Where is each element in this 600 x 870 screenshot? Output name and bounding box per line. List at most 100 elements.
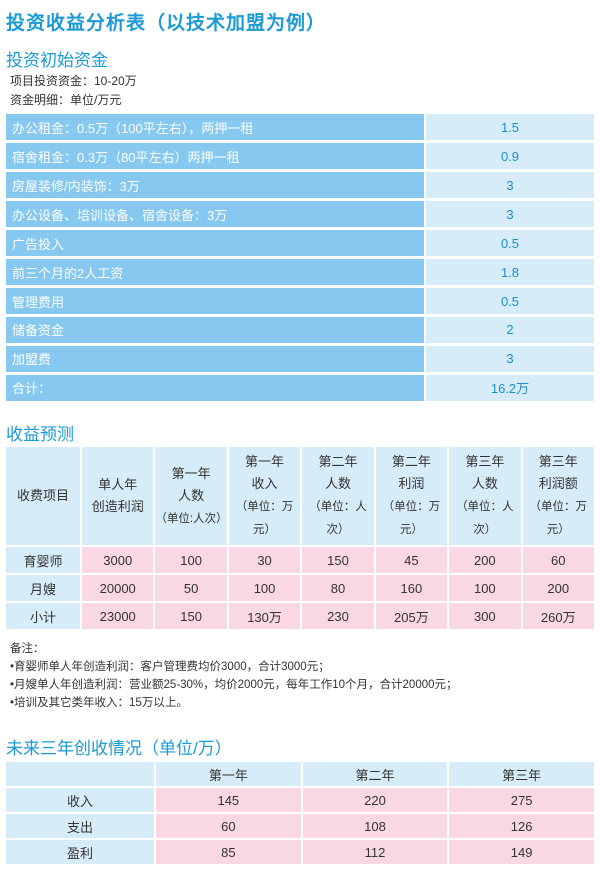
- invest-row-label: 办公设备、培训设备、宿舍设备：3万: [6, 200, 424, 228]
- revenue-header-cell: 第一年 人数 （单位:人次）: [155, 447, 228, 545]
- invest-row: 房屋装修/内装饰：3万 3: [6, 171, 594, 199]
- table-cell: 150: [155, 603, 227, 629]
- investment-table: 办公租金：0.5万（100平左右），两押一租 1.5 宿舍租金：0.3万（80平左…: [6, 114, 594, 404]
- table-cell: 275: [449, 788, 594, 812]
- revenue-header-row: 收费项目 单人年 创造利润 第一年 人数 （单位:人次） 第一年 收入 （单位：万元） 第…: [6, 447, 594, 545]
- future-section-title: 未来三年创收情况（单位/万）: [6, 739, 232, 758]
- invest-row: 办公设备、培训设备、宿舍设备：3万 3: [6, 200, 594, 228]
- invest-row: 办公租金：0.5万（100平左右），两押一租 1.5: [6, 114, 594, 141]
- table-cell: 20000: [82, 575, 154, 601]
- future-header-cell: [6, 762, 154, 786]
- note-item: •月嫂单人年创造利润：营业额25-30%，均价2000元，每年工作10个月，合计…: [10, 679, 458, 691]
- revenue-header-cell: 第三年 利润额 （单位：万元）: [522, 447, 594, 545]
- invest-row-label: 储备资金: [6, 316, 424, 344]
- invest-total-value: 16.2万: [426, 374, 594, 402]
- table-cell: 160: [375, 575, 448, 601]
- table-cell: 108: [302, 814, 448, 838]
- table-row: 月嫂 20000 50 100 80 160 100 200: [6, 575, 594, 601]
- table-cell: 230: [302, 603, 374, 629]
- future-header-cell: 第一年: [156, 762, 301, 786]
- table-cell: 60: [522, 547, 594, 573]
- notes-title: 备注：: [10, 643, 45, 655]
- revenue-forecast-table: 收费项目 单人年 创造利润 第一年 人数 （单位:人次） 第一年 收入 （单位：万元） 第…: [4, 445, 596, 631]
- row-label: 小计: [6, 603, 80, 629]
- invest-row-label: 前三个月的2人工资: [6, 258, 424, 286]
- table-row: 育婴师 3000 100 30 150 45 200 60: [6, 547, 594, 573]
- table-cell: 50: [155, 575, 227, 601]
- future-revenue-table: 第一年 第二年 第三年 收入 145 220 275 支出 60 108 126…: [4, 760, 596, 866]
- table-cell: 260万: [522, 603, 594, 629]
- table-cell: 150: [302, 547, 374, 573]
- note-item: •育婴师单人年创造利润：客户管理费均价3000，合计3000元；: [10, 661, 330, 673]
- fund-detail-unit-text: 资金明细：单位/万元: [10, 93, 122, 107]
- table-cell: 200: [449, 547, 521, 573]
- invest-row-value: 3: [426, 345, 594, 373]
- invest-row: 加盟费 3: [6, 345, 594, 373]
- invest-row: 管理费用 0.5: [6, 287, 594, 315]
- invest-row: 前三个月的2人工资 1.8: [6, 258, 594, 286]
- invest-row-value: 0.5: [426, 229, 594, 257]
- table-cell: 3000: [82, 547, 154, 573]
- subtotal-row: 小计 23000 150 130万 230 205万 300 260万: [6, 603, 594, 629]
- invest-section-title: 投资初始资金: [6, 51, 108, 70]
- table-row: 支出 60 108 126: [6, 814, 594, 838]
- revenue-header-cell: 第一年 收入 （单位：万元）: [228, 447, 301, 545]
- invest-row-value: 0.9: [426, 142, 594, 170]
- future-header-cell: 第三年: [449, 762, 594, 786]
- revenue-header-cell: 第二年 利润 （单位：万元）: [375, 447, 448, 545]
- revenue-header-cell: 第二年 人数 （单位：人次）: [302, 447, 374, 545]
- invest-row-label: 房屋装修/内装饰：3万: [6, 171, 424, 199]
- revenue-header-cell: 第三年 人数 （单位：人次）: [449, 447, 521, 545]
- table-cell: 145: [156, 788, 301, 812]
- invest-row-value: 3: [426, 200, 594, 228]
- table-cell: 205万: [375, 603, 448, 629]
- invest-row: 广告投入 0.5: [6, 229, 594, 257]
- row-label: 盈利: [6, 840, 154, 864]
- invest-row-label: 广告投入: [6, 229, 424, 257]
- table-row: 盈利 85 112 149: [6, 840, 594, 864]
- table-cell: 200: [522, 575, 594, 601]
- row-label: 育婴师: [6, 547, 80, 573]
- revenue-header-cell: 收费项目: [6, 447, 80, 545]
- invest-row-value: 1.8: [426, 258, 594, 286]
- table-cell: 60: [156, 814, 301, 838]
- table-cell: 45: [375, 547, 448, 573]
- invest-total-label: 合计：: [6, 374, 424, 402]
- invest-row-label: 宿舍租金：0.3万（80平左右）两押一租: [6, 142, 424, 170]
- future-header-cell: 第二年: [302, 762, 448, 786]
- notes-block: 备注： •育婴师单人年创造利润：客户管理费均价3000，合计3000元； •月嫂…: [10, 640, 458, 712]
- table-cell: 80: [302, 575, 374, 601]
- invest-row-value: 2: [426, 316, 594, 344]
- revenue-section-title: 收益预测: [6, 425, 74, 444]
- table-cell: 112: [302, 840, 448, 864]
- table-cell: 100: [155, 547, 227, 573]
- table-cell: 300: [449, 603, 521, 629]
- row-label: 月嫂: [6, 575, 80, 601]
- table-row: 收入 145 220 275: [6, 788, 594, 812]
- invest-row-value: 1.5: [426, 114, 594, 141]
- invest-row-value: 0.5: [426, 287, 594, 315]
- table-cell: 30: [228, 547, 301, 573]
- note-item: •培训及其它类年收入：15万以上。: [10, 697, 188, 709]
- invest-amount-text: 项目投资资金：10-20万: [10, 74, 137, 88]
- future-header-row: 第一年 第二年 第三年: [6, 762, 594, 786]
- invest-row-label: 办公租金：0.5万（100平左右），两押一租: [6, 114, 424, 141]
- invest-row-label: 管理费用: [6, 287, 424, 315]
- row-label: 收入: [6, 788, 154, 812]
- invest-row: 宿舍租金：0.3万（80平左右）两押一租 0.9: [6, 142, 594, 170]
- invest-row: 储备资金 2: [6, 316, 594, 344]
- table-cell: 23000: [82, 603, 154, 629]
- table-cell: 126: [449, 814, 594, 838]
- table-cell: 149: [449, 840, 594, 864]
- table-cell: 130万: [228, 603, 301, 629]
- table-cell: 100: [228, 575, 301, 601]
- table-cell: 100: [449, 575, 521, 601]
- page-title: 投资收益分析表（以技术加盟为例）: [6, 13, 327, 34]
- table-cell: 220: [302, 788, 448, 812]
- invest-row-label: 加盟费: [6, 345, 424, 373]
- invest-total-row: 合计： 16.2万: [6, 374, 594, 402]
- table-cell: 85: [156, 840, 301, 864]
- invest-row-value: 3: [426, 171, 594, 199]
- row-label: 支出: [6, 814, 154, 838]
- revenue-header-cell: 单人年 创造利润: [82, 447, 154, 545]
